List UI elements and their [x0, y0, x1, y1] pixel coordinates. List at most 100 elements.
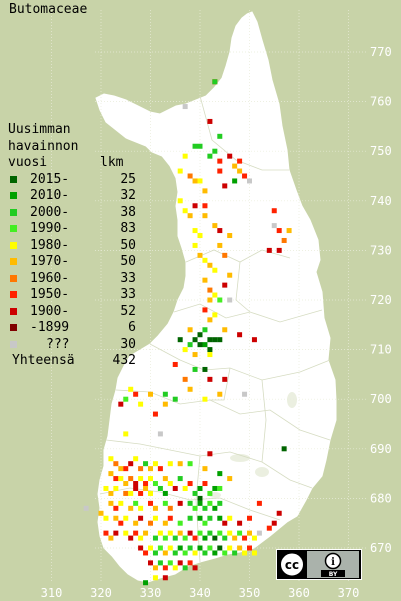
- observation-square: [247, 515, 252, 521]
- observation-squares: [83, 79, 292, 586]
- observation-square: [152, 461, 158, 467]
- observation-square: [128, 386, 134, 392]
- observation-square: [113, 515, 119, 521]
- observation-square: [167, 461, 173, 467]
- observation-square: [192, 337, 198, 343]
- observation-square: [202, 277, 208, 283]
- x-tick-label: 370: [338, 586, 360, 600]
- observation-square: [217, 485, 223, 491]
- observation-square: [237, 520, 243, 526]
- observation-square: [237, 530, 243, 536]
- observation-square: [157, 545, 163, 551]
- observation-square: [187, 500, 193, 506]
- observation-square: [276, 228, 282, 234]
- observation-square: [187, 173, 193, 179]
- observation-square: [227, 297, 233, 303]
- observation-square: [108, 535, 114, 541]
- observation-square: [133, 520, 139, 526]
- observation-square: [222, 327, 228, 333]
- observation-square: [217, 158, 223, 164]
- legend-item-count: 30: [120, 336, 136, 352]
- observation-square: [187, 327, 193, 333]
- observation-square: [212, 79, 218, 85]
- y-tick-label: 690: [370, 442, 392, 456]
- observation-square: [202, 342, 208, 348]
- observation-square: [207, 352, 213, 358]
- by-label: BY: [329, 571, 338, 578]
- observation-square: [182, 485, 188, 491]
- observation-square: [286, 228, 292, 234]
- observation-square: [197, 332, 203, 338]
- legend-item: 1970- 50: [8, 254, 136, 271]
- observation-square: [98, 510, 104, 516]
- legend-swatch: [10, 258, 17, 265]
- observation-square: [217, 500, 223, 506]
- observation-square: [227, 530, 233, 536]
- legend-item: 1900- 52: [8, 304, 136, 321]
- legend-item: 1990- 83: [8, 221, 136, 238]
- observation-square: [256, 530, 262, 536]
- observation-square: [167, 560, 173, 566]
- observation-square: [212, 505, 218, 511]
- cc-by-license-badge: cc i BY: [276, 549, 362, 580]
- observation-square: [172, 485, 178, 491]
- observation-square: [177, 500, 183, 506]
- observation-square: [118, 401, 124, 407]
- observation-square: [212, 148, 218, 154]
- observation-square: [212, 337, 218, 343]
- observation-square: [197, 495, 203, 501]
- observation-square: [177, 476, 183, 482]
- observation-square: [148, 520, 153, 526]
- observation-square: [197, 178, 203, 184]
- by-circle: [324, 552, 342, 570]
- legend-item: 1980- 50: [8, 238, 136, 255]
- observation-square: [108, 456, 114, 462]
- observation-square: [138, 515, 144, 521]
- observation-square: [227, 545, 233, 551]
- observation-square: [266, 525, 272, 531]
- observation-square: [123, 466, 129, 472]
- legend-item: 2010- 32: [8, 188, 136, 205]
- observation-square: [202, 505, 208, 511]
- legend-item-count: 33: [120, 270, 136, 286]
- observation-square: [177, 461, 183, 467]
- observation-square: [162, 490, 168, 496]
- observation-square: [202, 203, 208, 209]
- observation-square: [217, 337, 223, 343]
- y-tick-label: 760: [370, 95, 392, 109]
- observation-square: [207, 490, 213, 496]
- legend-item-label: 2010-: [30, 188, 70, 203]
- observation-square: [133, 391, 139, 397]
- observation-square: [222, 550, 228, 556]
- observation-square: [167, 481, 173, 487]
- observation-square: [152, 515, 158, 521]
- observation-square: [148, 560, 153, 566]
- observation-square: [123, 530, 129, 536]
- observation-square: [172, 550, 178, 556]
- observation-square: [182, 550, 188, 556]
- observation-square: [182, 347, 188, 353]
- observation-square: [207, 530, 213, 536]
- observation-square: [197, 143, 203, 149]
- observation-square: [192, 490, 198, 496]
- legend-item: 2000- 38: [8, 205, 136, 222]
- legend-item-label: 1960-: [30, 270, 70, 286]
- observation-square: [212, 550, 218, 556]
- observation-square: [177, 545, 183, 551]
- observation-square: [162, 550, 168, 556]
- observation-square: [207, 317, 213, 323]
- observation-square: [162, 575, 168, 581]
- observation-square: [202, 481, 208, 487]
- observation-square: [162, 391, 168, 397]
- observation-square: [222, 535, 228, 541]
- observation-square: [242, 173, 248, 179]
- observation-square: [133, 500, 139, 506]
- observation-square: [187, 342, 193, 348]
- observation-square: [207, 297, 213, 303]
- observation-square: [237, 158, 243, 164]
- observation-square: [123, 515, 129, 521]
- observation-square: [207, 287, 213, 293]
- legend-item-label: 1970-: [30, 254, 70, 269]
- observation-square: [271, 223, 277, 229]
- legend-items: 2015- 25 2010- 32 2000- 38 1990- 83 1980- 50 1970-…: [8, 172, 136, 354]
